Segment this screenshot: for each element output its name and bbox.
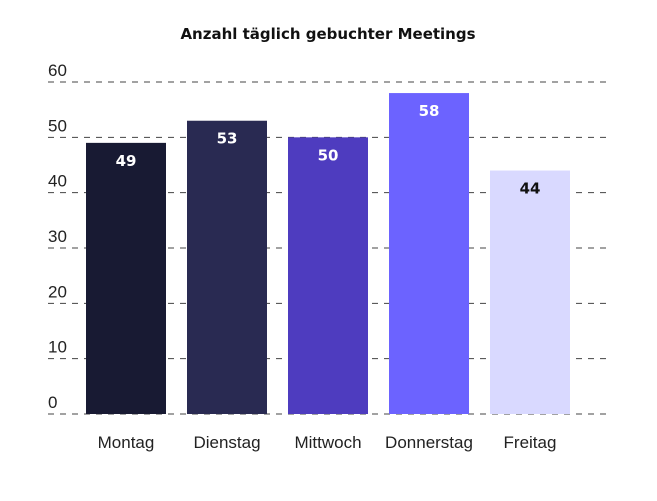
chart-title: Anzahl täglich gebuchter Meetings xyxy=(180,25,475,43)
data-label-donnerstag: 58 xyxy=(419,102,440,120)
x-axis-categories: Montag Dienstag Mittwoch Donnerstag Freitag xyxy=(98,433,557,452)
x-tick-label-dienstag: Dienstag xyxy=(193,433,260,452)
data-label-dienstag: 53 xyxy=(217,130,238,148)
x-tick-label-montag: Montag xyxy=(98,433,155,452)
y-tick-label-30: 30 xyxy=(48,227,67,246)
y-tick-label-0: 0 xyxy=(48,393,57,412)
y-tick-label-20: 20 xyxy=(48,282,67,301)
bar-donnerstag xyxy=(389,93,469,415)
data-label-mittwoch: 50 xyxy=(318,146,339,164)
bar-montag xyxy=(86,142,166,414)
y-tick-label-50: 50 xyxy=(48,116,67,135)
bar-freitag xyxy=(490,170,570,414)
bar-mittwoch xyxy=(288,137,368,415)
x-tick-label-freitag: Freitag xyxy=(504,433,557,452)
y-tick-label-40: 40 xyxy=(48,172,67,191)
data-label-montag: 49 xyxy=(116,152,137,170)
x-tick-label-mittwoch: Mittwoch xyxy=(294,433,361,452)
bars xyxy=(86,93,570,415)
data-labels: 49 53 50 58 44 xyxy=(116,102,541,197)
data-label-freitag: 44 xyxy=(520,180,541,198)
y-axis-ticks: 0 10 20 30 40 50 60 xyxy=(48,61,67,412)
x-tick-label-donnerstag: Donnerstag xyxy=(385,433,473,452)
y-tick-label-10: 10 xyxy=(48,338,67,357)
bar-dienstag xyxy=(187,120,267,414)
y-tick-label-60: 60 xyxy=(48,61,67,80)
